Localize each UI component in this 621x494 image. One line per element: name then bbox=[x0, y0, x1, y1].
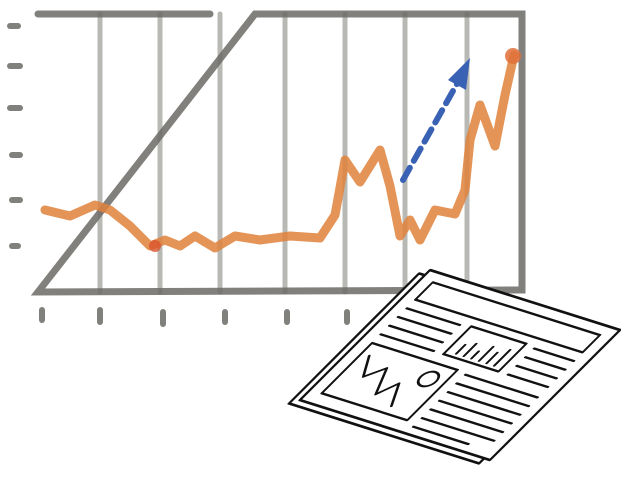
trend-dot bbox=[149, 240, 161, 252]
trend-end bbox=[505, 48, 521, 64]
forecast-arrow bbox=[400, 58, 470, 183]
y-ticks bbox=[7, 23, 23, 249]
x-ticks bbox=[39, 307, 350, 327]
chart-frame bbox=[30, 10, 526, 296]
page-top bbox=[298, 268, 621, 462]
newspaper bbox=[287, 268, 621, 465]
trend-line bbox=[40, 50, 519, 253]
chart-sketch bbox=[7, 10, 526, 327]
